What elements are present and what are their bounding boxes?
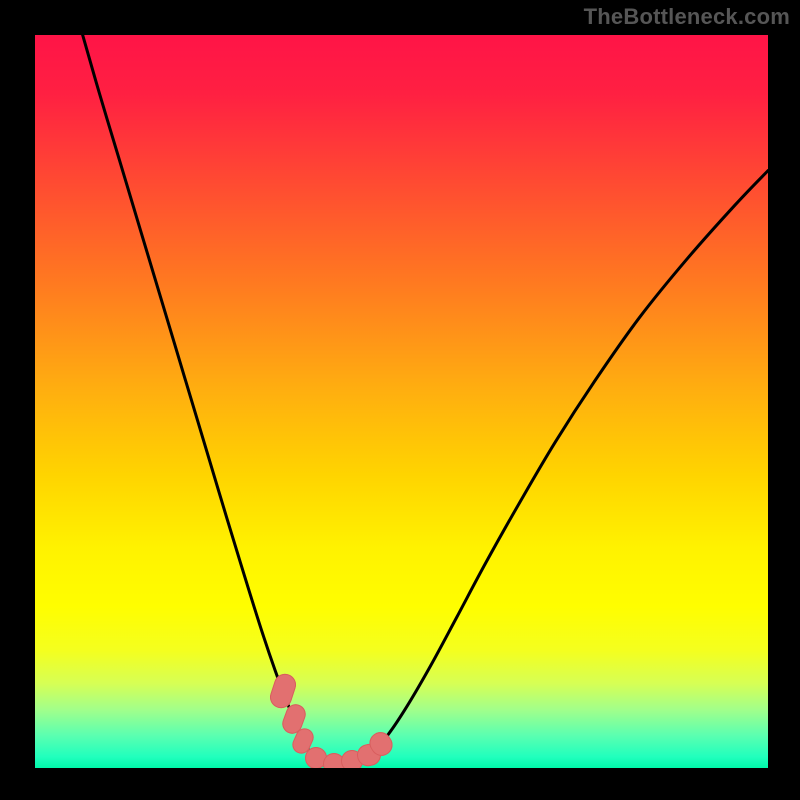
plot-area bbox=[35, 35, 768, 768]
chart-frame: TheBottleneck.com bbox=[0, 0, 800, 800]
bottleneck-curve bbox=[35, 35, 768, 768]
watermark-text: TheBottleneck.com bbox=[584, 4, 790, 30]
curve-path bbox=[83, 35, 768, 767]
